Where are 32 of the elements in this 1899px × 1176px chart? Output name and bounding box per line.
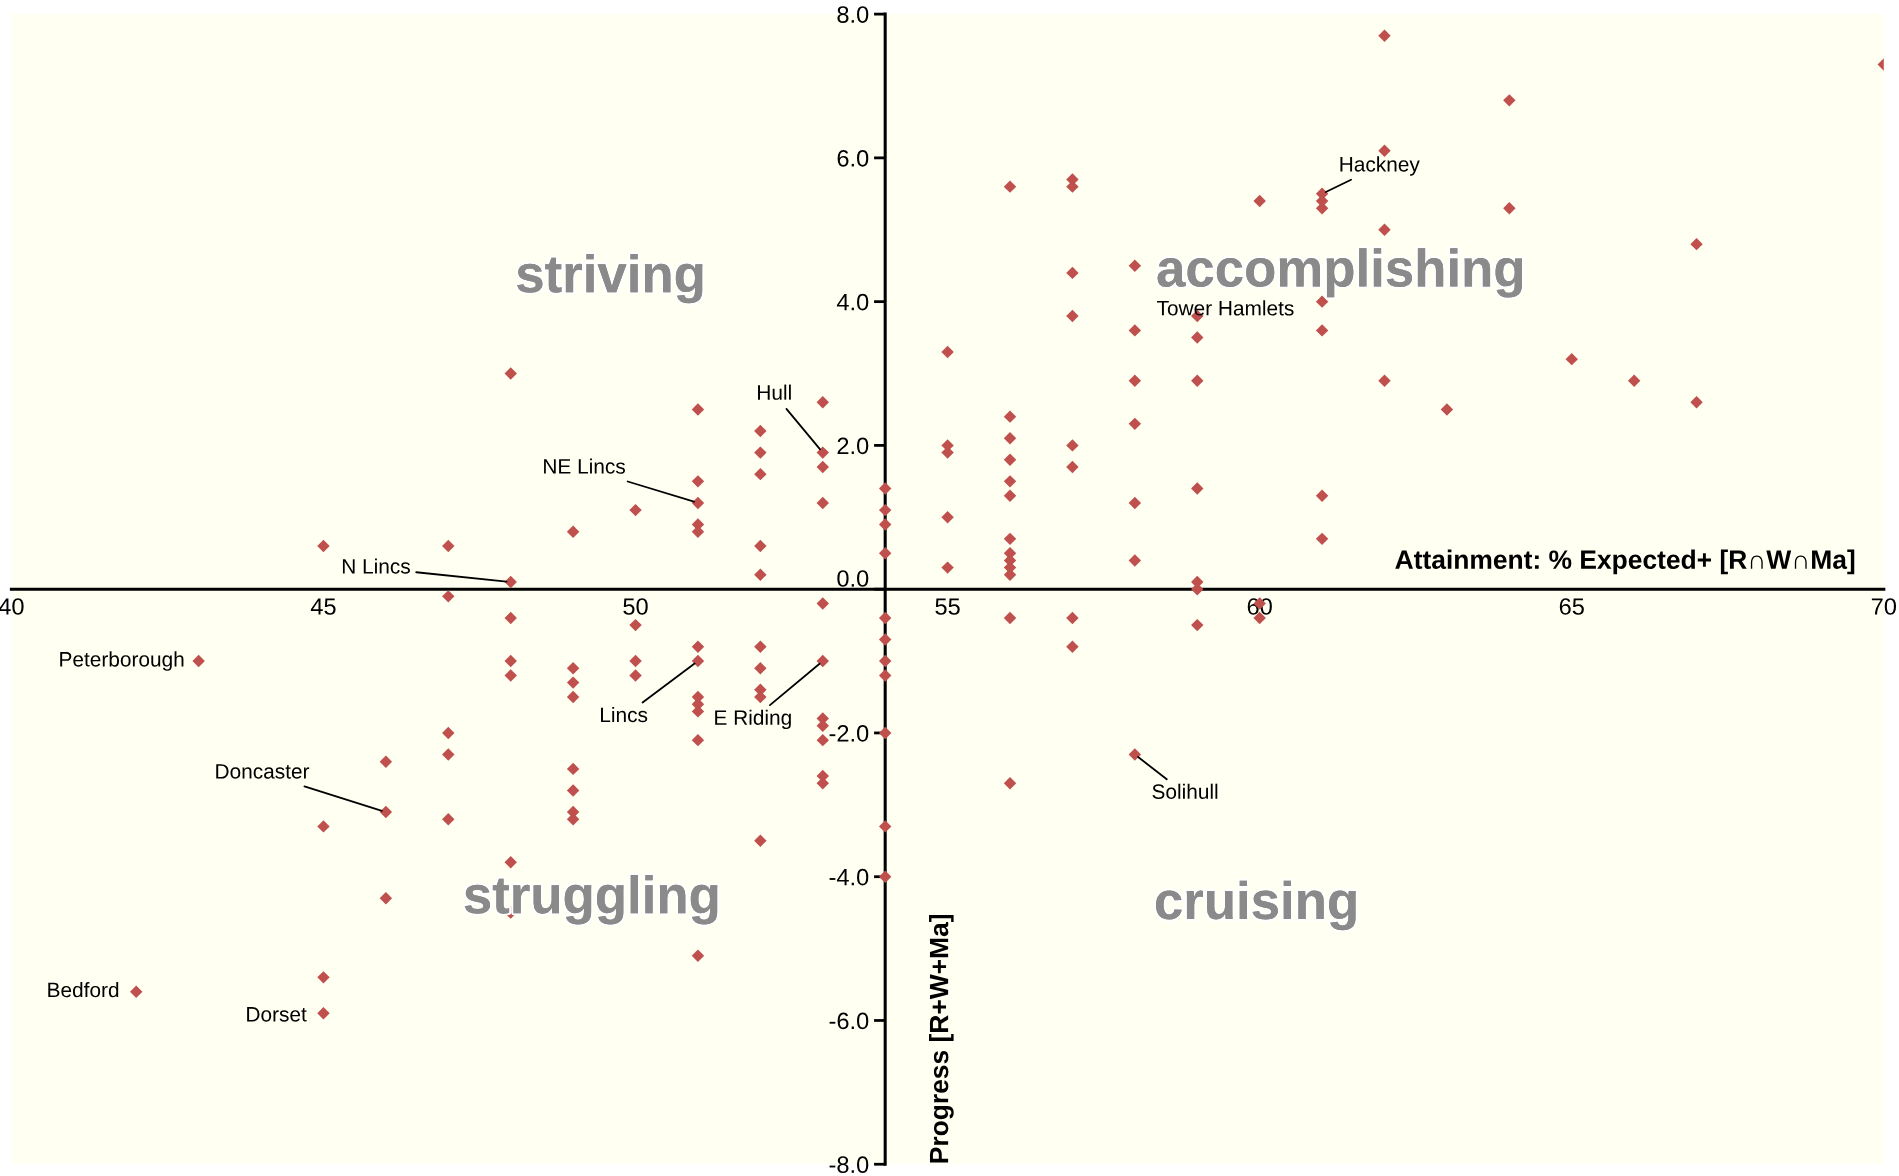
y-tick-label: 6.0 (837, 149, 869, 167)
annotation: Doncaster (216, 764, 310, 779)
annotation: Dorset (247, 1007, 307, 1022)
annotation: Peterborough (60, 651, 184, 671)
annotation: Hackney (1340, 156, 1420, 176)
y-tick-label: -2.0 (829, 725, 869, 742)
annotation: Tower Hamlets (1157, 300, 1294, 316)
annotation: E Riding (715, 709, 791, 730)
y-tick-label: -8.0 (829, 1156, 869, 1174)
annotation: accomplishing (1157, 248, 1523, 298)
annotation: Bedford (48, 982, 119, 998)
annotation: N Lincs (342, 558, 410, 574)
y-tick-label: 4.0 (836, 293, 869, 311)
y-axis-title: Progress [R+W+Ma] (929, 914, 954, 1163)
y-tick-label: 0.0 (837, 570, 869, 587)
x-tick-label: 45 (310, 598, 336, 615)
annotation: Solihull (1152, 783, 1218, 799)
annotation: cruising (1155, 880, 1356, 931)
annotation: NE Lincs (544, 458, 625, 474)
annotation: struggling (464, 875, 718, 925)
annotation: striving (517, 253, 703, 304)
annotation: Hull (758, 384, 791, 400)
x-tick-label: 50 (623, 598, 648, 615)
y-tick-label: -6.0 (829, 1012, 869, 1030)
x-tick-label: 70 (1871, 598, 1897, 615)
x-tick-label: 55 (935, 598, 960, 615)
y-tick-label: 2.0 (837, 437, 869, 455)
x-axis-title: Attainment: % Expected+ [R∩W∩Ma] (1395, 549, 1855, 575)
y-tick-label: 8.0 (837, 6, 869, 23)
y-tick-label: -4.0 (829, 868, 869, 886)
annotation: Lincs (601, 706, 648, 723)
x-tick-label: 65 (1559, 598, 1584, 615)
